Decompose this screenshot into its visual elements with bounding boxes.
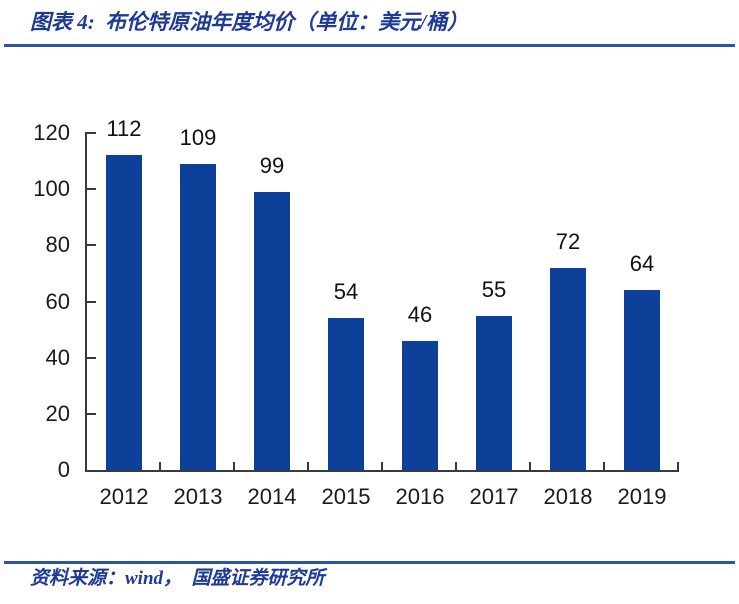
- bar-2015: [328, 318, 364, 470]
- y-axis-tick: [87, 132, 96, 134]
- y-axis-line: [85, 132, 87, 471]
- bar-2014: [254, 191, 290, 470]
- bar-value-label: 99: [259, 152, 285, 178]
- footer-divider-line: [4, 561, 735, 564]
- x-axis-tick: [529, 462, 531, 470]
- y-axis-tick-label: 60: [45, 288, 70, 314]
- x-axis-tick-label: 2018: [543, 484, 593, 509]
- bar-2012: [106, 155, 142, 470]
- data-source-note: 资料来源：wind， 国盛证券研究所: [30, 568, 325, 589]
- chart-title: 图表 4: 布伦特原油年度均价（单位：美元/桶）: [30, 10, 469, 34]
- y-axis-tick: [87, 412, 96, 415]
- y-axis-tick: [87, 356, 96, 359]
- title-divider-line: [4, 44, 735, 47]
- x-axis-tick-label: 2012: [99, 484, 149, 509]
- y-axis-tick: [87, 188, 96, 191]
- bar-value-label: 112: [106, 116, 142, 142]
- x-axis-tick-label: 2015: [321, 484, 371, 509]
- x-axis-tick: [677, 462, 679, 470]
- bar-2013: [180, 163, 216, 470]
- bar-value-label: 46: [407, 301, 433, 327]
- y-axis-tick: [87, 244, 96, 247]
- x-axis-tick-label: 2017: [469, 484, 519, 509]
- y-axis-tick-label: 120: [33, 120, 70, 145]
- bar-value-label: 55: [481, 276, 507, 302]
- bar-2017: [476, 315, 512, 470]
- x-axis-tick-label: 2019: [617, 484, 667, 509]
- x-axis-tick: [159, 462, 161, 470]
- x-axis-tick: [603, 462, 605, 470]
- x-axis-tick: [381, 462, 383, 470]
- bar-value-label: 54: [333, 279, 359, 305]
- x-axis-tick-label: 2014: [247, 484, 297, 509]
- bar-2019: [624, 290, 660, 470]
- y-axis-tick-label: 40: [45, 344, 70, 370]
- y-axis-tick-label: 0: [57, 457, 70, 482]
- y-axis-tick-label: 20: [45, 400, 70, 426]
- x-axis-tick: [455, 462, 457, 470]
- x-axis-line: [85, 470, 679, 472]
- y-axis-tick: [87, 300, 96, 303]
- x-axis-tick: [307, 462, 309, 470]
- x-axis-tick-label: 2013: [173, 484, 223, 509]
- y-axis-tick-label: 100: [33, 176, 70, 202]
- y-axis-tick-label: 80: [45, 232, 70, 258]
- bar-value-label: 109: [179, 124, 217, 150]
- x-axis-tick-label: 2016: [395, 484, 445, 509]
- bar-2018: [550, 267, 586, 470]
- bar-2016: [402, 340, 438, 470]
- bar-value-label: 72: [555, 228, 581, 254]
- bar-value-label: 64: [629, 251, 655, 277]
- x-axis-tick: [233, 462, 235, 470]
